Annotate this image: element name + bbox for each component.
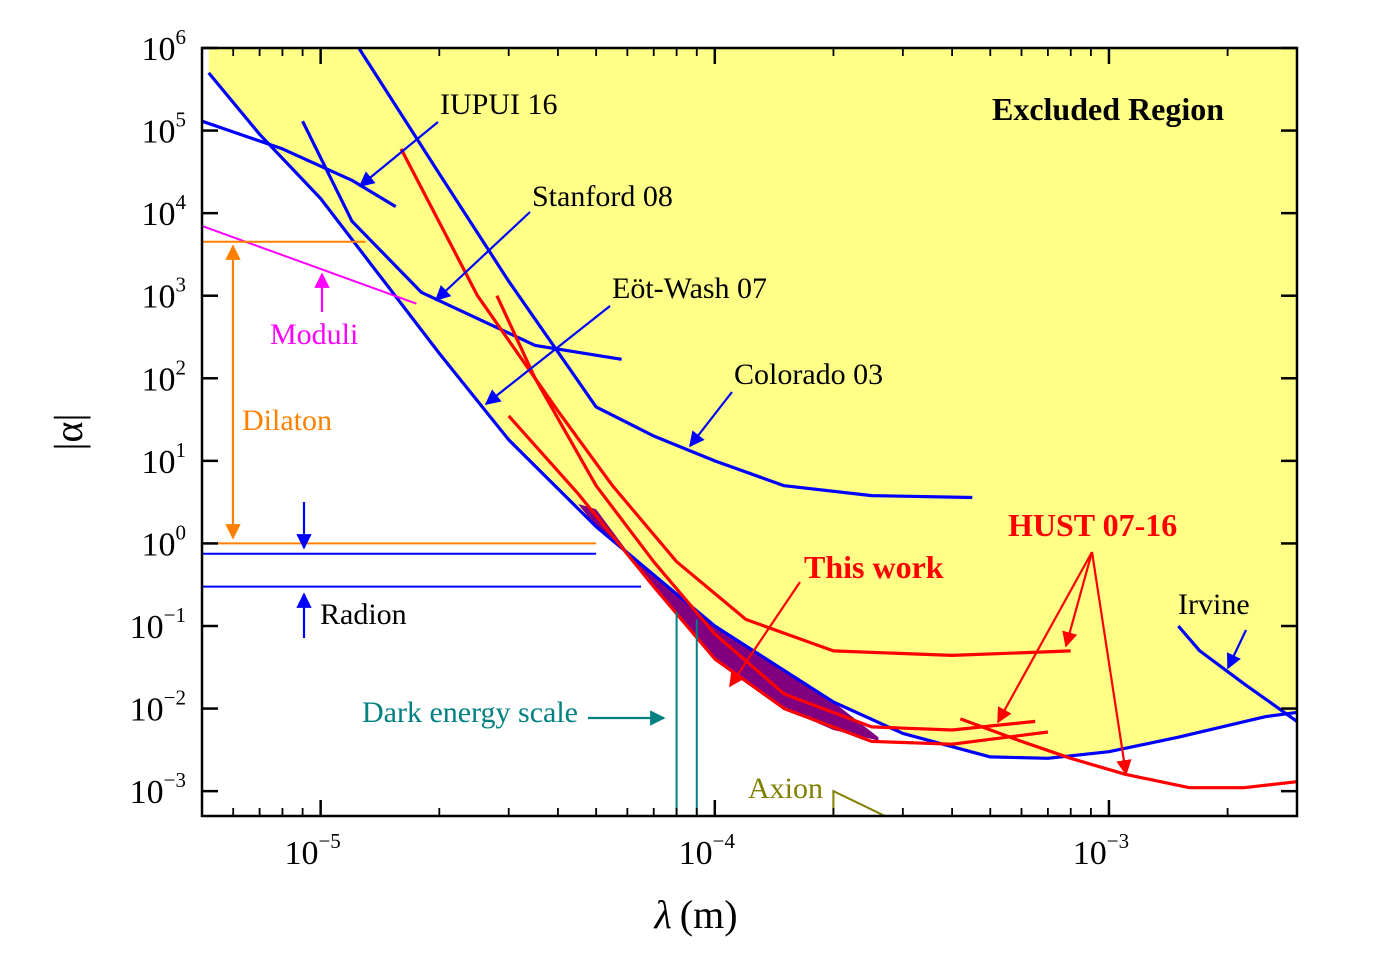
y-tick-label: 104 [142, 190, 187, 233]
y-tick-label: 101 [142, 438, 187, 481]
series-stanford-line [301, 120, 622, 361]
colorado-label: Colorado 03 [734, 358, 883, 391]
series-moduli-line [202, 224, 417, 305]
x-tick-exponent: −3 [1107, 829, 1129, 853]
y-tick-label: 10−1 [130, 603, 186, 646]
irvine-arrow [1226, 629, 1247, 670]
x-tick-base: 10 [284, 835, 318, 872]
hust-label: HUST 07-16 [1008, 507, 1177, 543]
dark-energy-label: Dark energy scale [362, 696, 578, 729]
excluded-region-fill [202, 48, 1297, 759]
y-tick-label: 105 [142, 108, 187, 151]
this-work-label: This work [804, 549, 944, 585]
x-tick-label: 10−4 [679, 829, 736, 872]
y-tick-exponent: 0 [176, 520, 187, 544]
y-tick-exponent: −1 [164, 603, 186, 627]
y-tick-base: 10 [142, 526, 176, 563]
series-colorado-line [357, 48, 973, 500]
y-tick-label: 106 [142, 25, 187, 68]
y-tick-label: 100 [142, 520, 187, 563]
y-tick-exponent: 5 [176, 108, 187, 132]
stanford-arrow [434, 211, 531, 302]
x-axis-symbol: λ [653, 892, 671, 937]
series-eotwash-line [207, 71, 1297, 760]
colorado-arrow [689, 391, 733, 448]
y-tick-label: 103 [142, 273, 187, 316]
series-hust_c-line [507, 414, 1049, 746]
x-tick-base: 10 [679, 835, 713, 872]
annotations: Excluded Region IUPUI 16 Stanford 08 Eöt-Wa… [225, 88, 1250, 805]
moduli-label: Moduli [270, 318, 358, 351]
y-tick-exponent: 4 [176, 190, 187, 214]
x-tick-base: 10 [1073, 835, 1107, 872]
y-tick-base: 10 [142, 31, 176, 68]
hust-arrow-2 [997, 551, 1093, 724]
y-tick-base: 10 [142, 114, 176, 151]
y-tick-exponent: −2 [164, 686, 186, 710]
irvine-label: Irvine [1178, 588, 1250, 621]
y-tick-exponent: 3 [176, 273, 187, 297]
plot-area [202, 48, 1297, 816]
x-tick-label: 10−3 [1073, 829, 1129, 872]
y-tick-base: 10 [130, 774, 164, 811]
axion-line [832, 789, 888, 816]
series-irvine-line [1177, 624, 1297, 723]
x-axis-unit: (m) [680, 892, 738, 937]
y-axis-title: |α| [46, 414, 91, 451]
series-iupui-line [202, 119, 397, 208]
y-tick-base: 10 [130, 692, 164, 729]
x-tick-exponent: −4 [713, 829, 736, 853]
y-tick-label: 10−3 [130, 768, 186, 811]
series-hust_b-line [495, 295, 1036, 732]
this-work-arrow [729, 581, 801, 688]
iupui-arrow [358, 121, 439, 187]
y-tick-exponent: 6 [176, 25, 187, 49]
y-tick-label: 10−2 [130, 686, 186, 729]
y-tick-exponent: 1 [176, 438, 187, 462]
y-tick-base: 10 [130, 609, 164, 646]
y-tick-base: 10 [142, 361, 176, 398]
eotwash-label: Eöt-Wash 07 [612, 272, 767, 305]
excluded-region-label: Excluded Region [992, 91, 1224, 127]
stanford-label: Stanford 08 [532, 180, 673, 213]
y-tick-label: 102 [142, 355, 187, 398]
radion-label: Radion [320, 598, 407, 631]
hust-arrow-1 [1062, 551, 1094, 648]
x-tick-label: 10−5 [284, 829, 340, 872]
eotwash-arrow [484, 305, 611, 405]
plot-frame [200, 46, 1299, 818]
dilaton-label: Dilaton [242, 404, 332, 437]
y-tick-base: 10 [142, 444, 176, 481]
series-hust_a-line [399, 148, 1071, 657]
y-tick-exponent: 2 [176, 355, 187, 379]
y-tick-exponent: −3 [164, 768, 186, 792]
x-axis-title: λ (m) [653, 892, 737, 937]
y-tick-base: 10 [142, 196, 176, 233]
axion-label: Axion [748, 772, 823, 805]
hust-arrow-3 [1090, 551, 1132, 776]
x-tick-exponent: −5 [318, 829, 340, 853]
iupui-label: IUPUI 16 [440, 88, 558, 121]
axis-ticks: 10−5 10−4 10−310610510410310210110010−110−… [130, 25, 1298, 872]
y-tick-base: 10 [142, 279, 176, 316]
theory-lines [202, 240, 888, 816]
series-layer [202, 48, 1297, 790]
